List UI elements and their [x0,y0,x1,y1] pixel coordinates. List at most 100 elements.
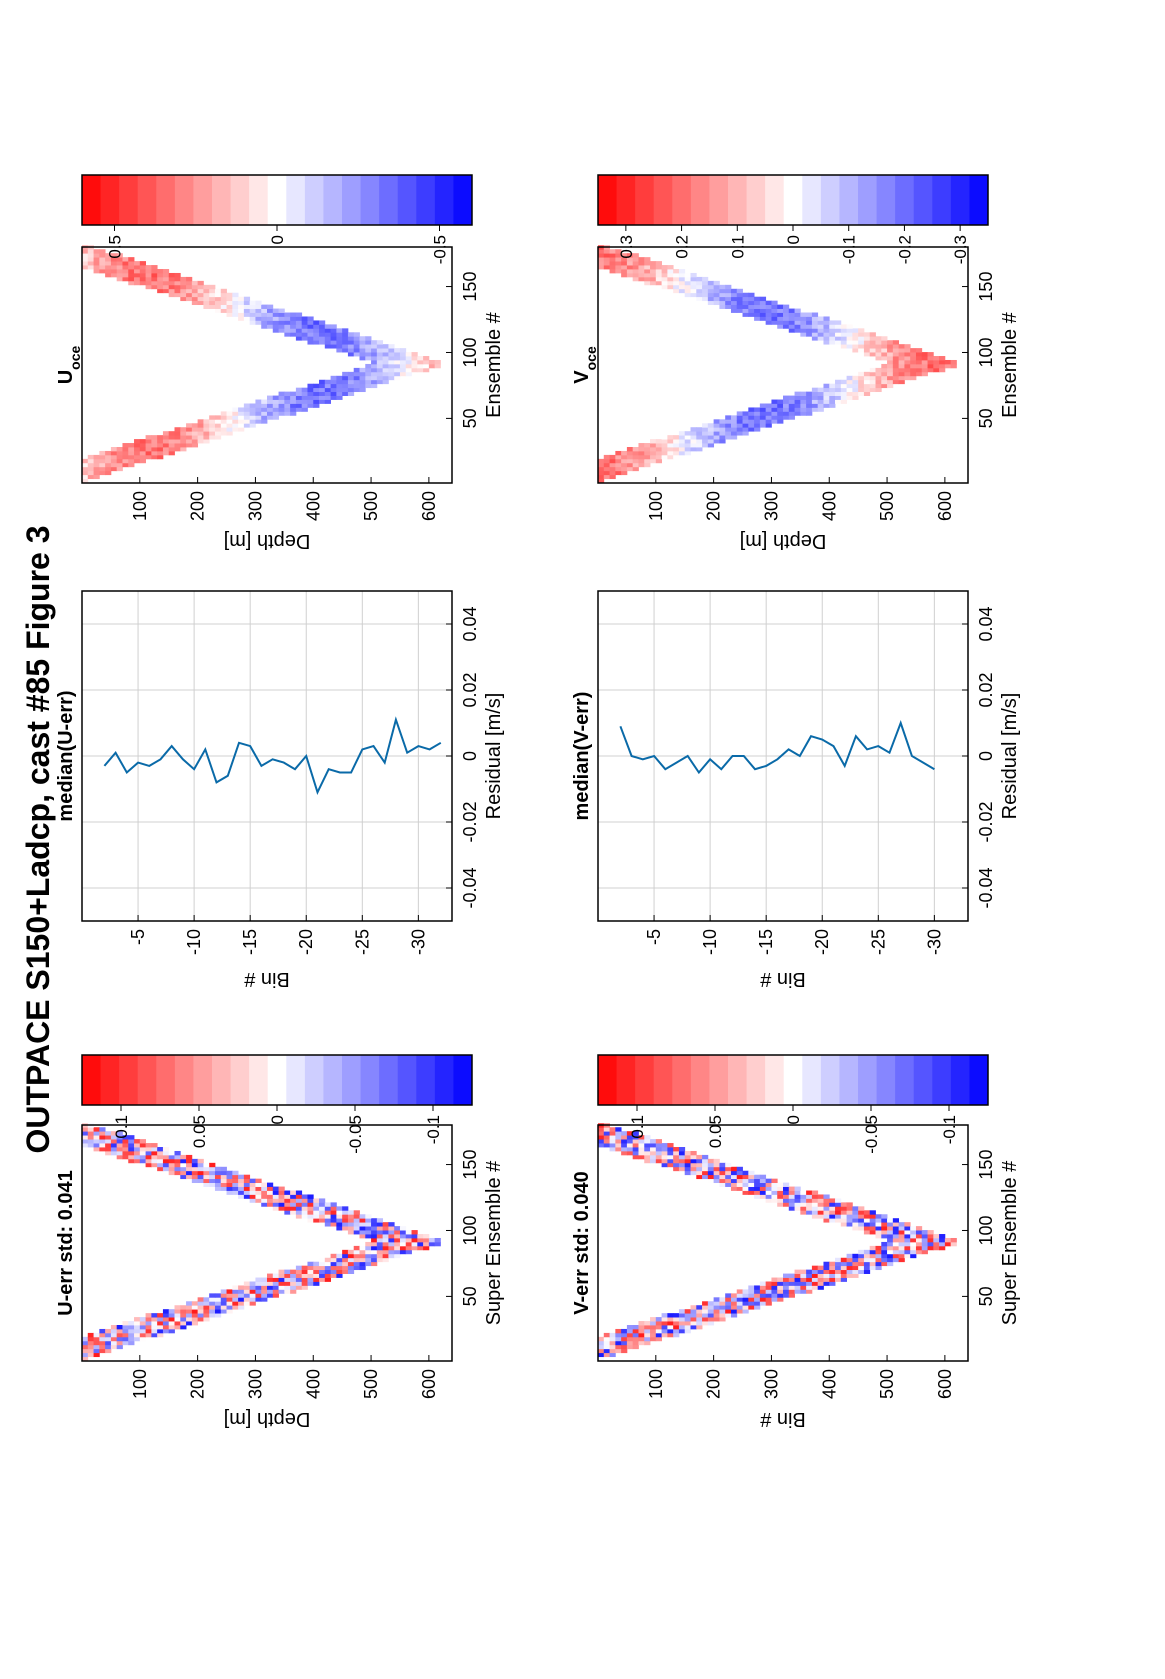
heatmap-cell [892,1222,900,1227]
heatmap-cell [702,1154,709,1160]
heatmap-cell [243,1190,251,1195]
heatmap-cell [197,435,204,440]
heatmap-cell [99,462,106,468]
heatmap-cell [632,1340,639,1346]
heatmap-cell [226,1186,233,1191]
heatmap-cell [417,1245,424,1251]
heatmap-cell [667,276,674,282]
heatmap-cell [829,1269,836,1274]
heatmap-cell [777,411,784,416]
heatmap-cell [707,431,715,436]
heatmap-cell [295,1194,303,1199]
heatmap-cell [777,1182,784,1187]
heatmap-cell [203,1297,210,1302]
heatmap-cell [319,1206,326,1211]
heatmap-cell [278,1186,285,1191]
heatmap-cell [238,1174,245,1180]
heatmap-cell [359,1253,366,1259]
heatmap-cell [771,1186,778,1191]
heatmap-cell [598,1340,605,1346]
heatmap-cell [324,344,331,349]
heatmap-cell [910,367,917,373]
heatmap-cell [180,1325,187,1330]
heatmap-cell [203,435,210,440]
heatmap-cell [846,332,853,337]
heatmap-cell [128,1150,135,1156]
heatmap-cell [615,1147,622,1152]
heatmap-cell [157,1332,164,1338]
heatmap-cell [783,308,790,313]
heatmap-cell [927,1230,934,1235]
heatmap-cell [644,1328,651,1334]
heatmap-cell [650,1332,657,1338]
heatmap-cell [939,1241,946,1247]
heatmap-cell [806,403,813,408]
heatmap-cell [180,1166,187,1172]
heatmap-cell [736,431,743,436]
heatmap-cell [238,407,245,412]
heatmap-cell [881,1253,888,1259]
heatmap-cell [307,1194,314,1199]
heatmap-cell [255,308,262,313]
heatmap-cell [869,1253,876,1259]
heatmap-cell [365,1261,372,1267]
heatmap-cell [399,348,407,353]
heatmap-cell [347,1214,355,1219]
heatmap-cell [128,1154,135,1160]
colorbar-tick-label: 0.1 [728,235,747,259]
heatmap-cell [644,280,651,286]
heatmap-cell [690,1150,697,1156]
colorbar-swatch [323,175,343,225]
heatmap-cell [823,387,830,393]
heatmap-cell [788,1190,795,1195]
heatmap-cell [82,1356,89,1361]
heatmap-cell [759,316,767,321]
heatmap-cell [336,1261,343,1267]
heatmap-cell [295,1277,303,1282]
heatmap-cell [139,450,146,456]
colorbar-0: 0.1 0.05 0 -0.05 -0.1 [81,1054,473,1154]
colorbar-swatch [360,175,380,225]
heatmap-cell [353,1226,360,1231]
heatmap-cell [382,371,389,377]
heatmap-cell [134,1147,141,1152]
heatmap-cell [811,1210,819,1215]
heatmap-cell [139,1154,146,1160]
heatmap-cell [295,336,303,341]
heatmap-cell [892,356,900,361]
heatmap-cell [667,265,674,270]
heatmap-cell [667,443,674,448]
colorbar-swatch [416,1055,436,1105]
heatmap-cell [267,1198,274,1203]
heatmap-cell [875,1265,882,1271]
heatmap-cell [411,367,418,373]
heatmap-cell [220,292,227,298]
x-axis-label: Residual [m/s] [999,693,1021,820]
heatmap-cell [823,1265,830,1271]
heatmap-cell [162,439,170,444]
heatmap-cell [869,1230,876,1235]
heatmap-cell [203,292,210,298]
heatmap-cell [713,423,720,428]
heatmap-cell [214,1293,222,1298]
heatmap-cell [93,1348,100,1354]
heatmap-cell [359,1214,366,1219]
heatmap-cell [220,296,227,302]
heatmap-cell [794,1202,801,1207]
heatmap-cell [650,272,657,278]
heatmap-cell [644,458,651,464]
y-tick-label: -20 [812,929,832,955]
heatmap-cell [742,1190,749,1195]
heatmap-cell [238,304,245,309]
heatmap-cell [405,1245,412,1251]
heatmap-cell [110,447,118,452]
heatmap-cell [214,1182,222,1187]
heatmap-cell [638,462,645,468]
heatmap-cell [110,466,118,472]
heatmap-cell [840,344,847,349]
heatmap-cell [272,1281,279,1286]
heatmap-cell [684,292,691,298]
heatmap-cell [174,1313,181,1318]
y-tick-label: 500 [877,491,897,521]
heatmap-cell [209,1170,216,1176]
